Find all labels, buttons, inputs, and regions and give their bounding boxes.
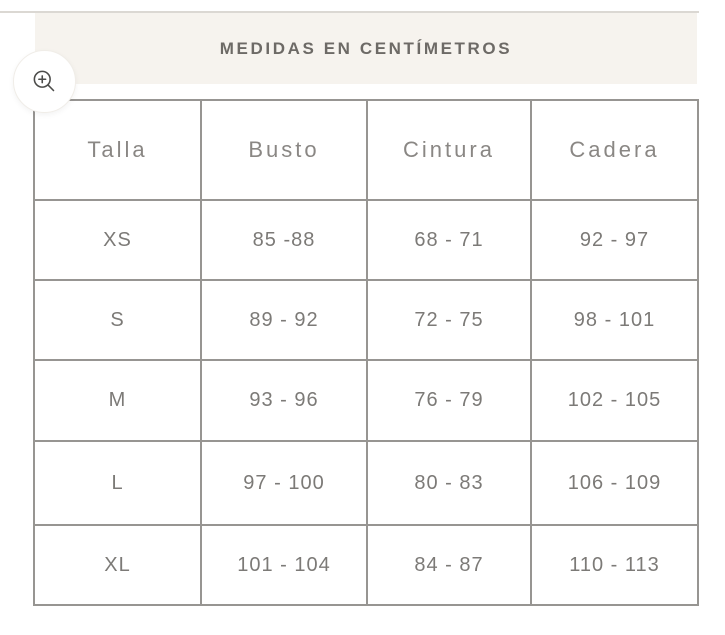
busto-cell: 93 - 96 — [200, 359, 368, 442]
col-header-busto: Busto — [200, 99, 368, 201]
col-header-cadera: Cadera — [530, 99, 699, 201]
size-cell: S — [33, 279, 202, 361]
cintura-cell: 80 - 83 — [366, 440, 532, 526]
cadera-cell: 110 - 113 — [530, 524, 699, 606]
table-row-xl: XL 101 - 104 84 - 87 110 - 113 — [33, 524, 699, 606]
cintura-cell: 72 - 75 — [366, 279, 532, 361]
size-cell: M — [33, 359, 202, 442]
cintura-cell: 84 - 87 — [366, 524, 532, 606]
magnifier-plus-icon — [31, 68, 58, 95]
busto-cell: 101 - 104 — [200, 524, 368, 606]
col-header-talla: Talla — [33, 99, 202, 201]
cadera-cell: 102 - 105 — [530, 359, 699, 442]
table-row-m: M 93 - 96 76 - 79 102 - 105 — [33, 359, 699, 442]
cadera-cell: 106 - 109 — [530, 440, 699, 526]
busto-cell: 85 -88 — [200, 199, 368, 281]
title-band: MEDIDAS EN CENTÍMETROS — [35, 13, 697, 84]
size-table: Talla Busto Cintura Cadera XS 85 -88 68 … — [33, 99, 699, 606]
table-row-s: S 89 - 92 72 - 75 98 - 101 — [33, 279, 699, 361]
cintura-cell: 76 - 79 — [366, 359, 532, 442]
size-cell: XL — [33, 524, 202, 606]
page-title: MEDIDAS EN CENTÍMETROS — [219, 38, 513, 58]
busto-cell: 97 - 100 — [200, 440, 368, 526]
cintura-cell: 68 - 71 — [366, 199, 532, 281]
table-header-row: Talla Busto Cintura Cadera — [33, 99, 699, 201]
cadera-cell: 92 - 97 — [530, 199, 699, 281]
table-row-xs: XS 85 -88 68 - 71 92 - 97 — [33, 199, 699, 281]
col-header-cintura: Cintura — [366, 99, 532, 201]
size-cell: XS — [33, 199, 202, 281]
table-row-l: L 97 - 100 80 - 83 106 - 109 — [33, 440, 699, 526]
busto-cell: 89 - 92 — [200, 279, 368, 361]
size-chart: Talla Busto Cintura Cadera XS 85 -88 68 … — [33, 99, 699, 606]
size-cell: L — [33, 440, 202, 526]
top-divider-line — [0, 11, 699, 13]
cadera-cell: 98 - 101 — [530, 279, 699, 361]
zoom-in-button[interactable] — [13, 50, 76, 113]
